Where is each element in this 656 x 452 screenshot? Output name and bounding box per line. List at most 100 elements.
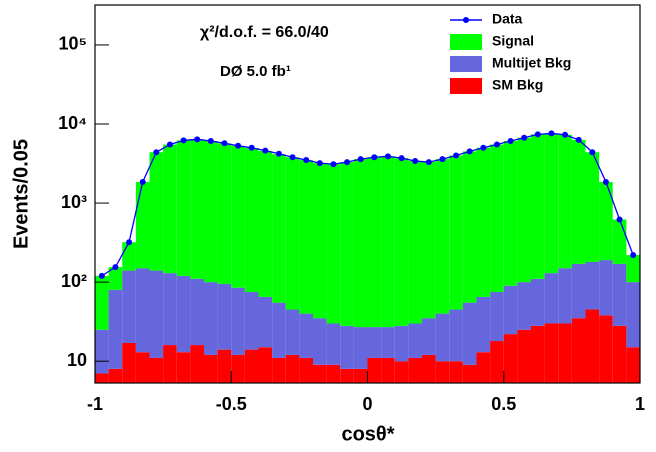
bar xyxy=(149,270,164,358)
bar xyxy=(435,361,450,383)
data-point xyxy=(112,264,119,271)
bar xyxy=(313,364,327,383)
bar xyxy=(544,323,559,383)
bar xyxy=(231,354,245,383)
bar xyxy=(340,325,354,369)
bar xyxy=(190,278,204,346)
bar xyxy=(176,352,191,383)
data-point xyxy=(194,136,201,143)
bar xyxy=(204,354,218,383)
bar xyxy=(462,302,477,365)
data-point xyxy=(575,136,582,143)
bar xyxy=(490,144,504,293)
annotation: χ²/d.o.f. = 66.0/40 xyxy=(200,24,329,41)
data-point xyxy=(439,156,446,163)
bar xyxy=(531,134,545,279)
bar xyxy=(558,323,572,383)
bar xyxy=(149,152,164,271)
bar xyxy=(244,147,259,293)
bar xyxy=(244,292,259,350)
legend-swatch xyxy=(450,78,482,94)
bar xyxy=(272,357,286,383)
bar xyxy=(571,139,586,264)
bar xyxy=(135,181,150,269)
bar xyxy=(326,164,341,324)
bar xyxy=(381,357,395,383)
legend-swatch xyxy=(450,56,482,72)
bar xyxy=(449,361,463,383)
bar xyxy=(231,287,245,355)
bar xyxy=(272,302,286,358)
bar xyxy=(626,347,640,383)
bar xyxy=(367,357,382,383)
data-point xyxy=(344,159,351,166)
data-point xyxy=(289,154,296,161)
bar xyxy=(326,323,341,365)
bar xyxy=(108,267,123,290)
legend-label: SM Bkg xyxy=(492,77,543,93)
data-point xyxy=(466,148,473,155)
x-tick-label: 0 xyxy=(362,394,372,414)
bar xyxy=(353,159,368,328)
bar xyxy=(503,285,518,335)
x-tick-label: -0.5 xyxy=(216,394,247,414)
annotation: DØ 5.0 fb¹ xyxy=(220,63,291,80)
x-axis-label: cosθ* xyxy=(341,423,394,445)
legend-swatch xyxy=(450,34,482,50)
bar xyxy=(217,349,232,383)
y-tick-label: 10⁴ xyxy=(58,113,87,133)
bar xyxy=(163,345,177,383)
bar xyxy=(190,345,204,383)
bar xyxy=(612,325,627,383)
bar xyxy=(108,289,123,369)
data-point xyxy=(548,130,555,137)
bar xyxy=(204,282,218,355)
bar xyxy=(135,268,150,353)
bar xyxy=(558,268,572,324)
bar xyxy=(299,313,313,358)
bar xyxy=(95,373,109,383)
bar xyxy=(571,318,586,383)
data-point xyxy=(330,161,337,168)
bar xyxy=(462,151,477,303)
data-point xyxy=(534,131,541,138)
bar xyxy=(422,162,436,319)
bar xyxy=(176,275,191,353)
data-point xyxy=(98,272,105,279)
bar xyxy=(190,139,204,279)
bar xyxy=(462,364,477,383)
bar xyxy=(612,219,627,264)
bar xyxy=(163,273,177,346)
bar xyxy=(517,329,531,383)
bar xyxy=(422,354,436,383)
bar xyxy=(135,352,150,383)
bar xyxy=(408,161,422,324)
bar xyxy=(285,309,300,355)
y-tick-label: 10³ xyxy=(61,192,87,212)
bar xyxy=(531,278,545,326)
data-point xyxy=(398,155,405,162)
bar xyxy=(340,368,354,383)
bar xyxy=(544,273,559,324)
legend-label: Data xyxy=(492,11,523,27)
data-point xyxy=(357,156,364,163)
bar xyxy=(231,145,245,288)
bar xyxy=(217,143,232,284)
bar xyxy=(599,260,613,316)
bar xyxy=(313,318,327,365)
data-point xyxy=(180,137,187,144)
y-axis-label: Events/0.05 xyxy=(10,139,32,249)
bar xyxy=(367,327,382,358)
bar xyxy=(272,154,286,303)
y-tick-label: 10⁵ xyxy=(59,34,87,54)
data-line xyxy=(101,132,634,277)
bar xyxy=(517,137,531,283)
bar xyxy=(612,263,627,326)
data-point xyxy=(384,153,391,160)
bar xyxy=(353,327,368,369)
bar xyxy=(408,323,422,358)
x-tick-label: -1 xyxy=(87,394,103,414)
data-point xyxy=(153,149,160,156)
bar xyxy=(95,329,109,374)
bar xyxy=(394,158,409,326)
